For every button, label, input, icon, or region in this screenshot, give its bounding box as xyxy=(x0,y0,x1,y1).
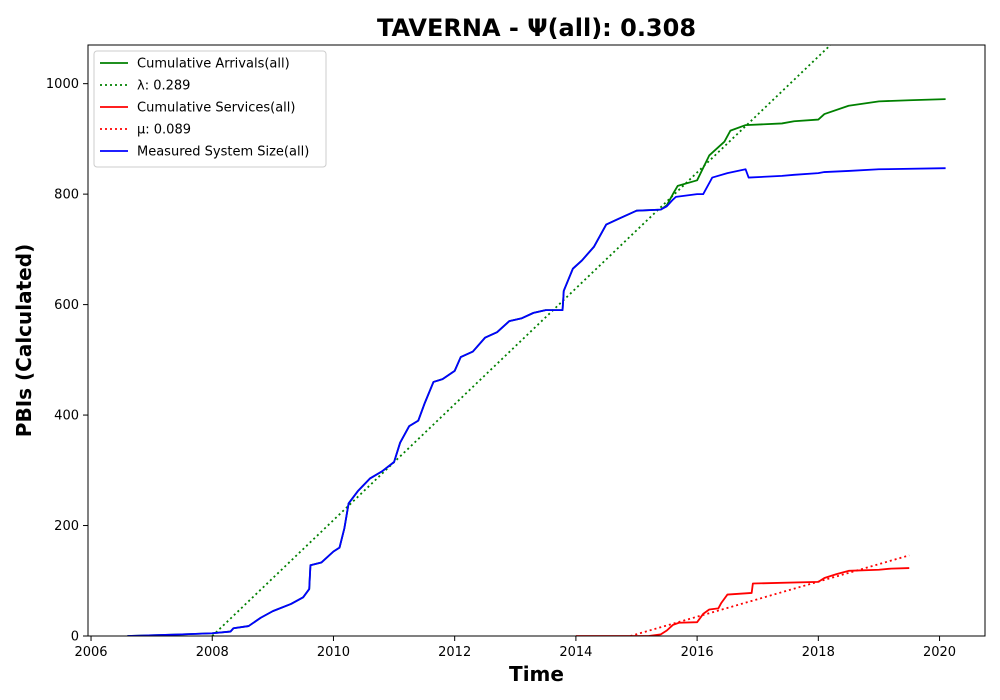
x-tick-label-7: 2020 xyxy=(923,645,956,660)
x-tick-label-4: 2014 xyxy=(559,645,592,660)
y-tick-label-5: 1000 xyxy=(46,77,79,92)
legend-entry-3: μ: 0.089 xyxy=(137,123,191,138)
x-axis: 2006 2008 2010 2012 2014 2016 2018 2020 xyxy=(74,636,956,660)
legend-entry-1: λ: 0.289 xyxy=(137,79,190,94)
plot-area-frame xyxy=(87,44,986,637)
legend-box xyxy=(93,50,327,168)
legend: Cumulative Arrivals(all) λ: 0.289 Cumulati… xyxy=(93,50,327,168)
legend-entry-2: Cumulative Services(all) xyxy=(137,101,295,116)
y-tick-label-0: 0 xyxy=(71,630,79,645)
series-line-4 xyxy=(127,167,946,636)
legend-entry-0: Cumulative Arrivals(all) xyxy=(137,57,290,72)
x-tick-label-2: 2010 xyxy=(317,645,350,660)
x-tick-label-0: 2006 xyxy=(74,645,107,660)
chart-title: TAVERNA - Ψ(all): 0.308 xyxy=(377,14,696,42)
x-tick-label-6: 2018 xyxy=(802,645,835,660)
x-tick-label-5: 2016 xyxy=(681,645,714,660)
legend-entry-4: Measured System Size(all) xyxy=(137,145,309,160)
y-axis-label: PBIs (Calculated) xyxy=(12,244,36,437)
y-tick-label-1: 200 xyxy=(54,519,79,534)
series-line-3 xyxy=(630,554,910,636)
series-line-2 xyxy=(575,567,910,636)
y-axis: 0 200 400 600 800 1000 xyxy=(46,77,88,645)
series-layer xyxy=(127,45,946,636)
x-tick-label-1: 2008 xyxy=(196,645,229,660)
y-tick-label-4: 800 xyxy=(54,188,79,203)
x-tick-label-3: 2012 xyxy=(438,645,471,660)
y-tick-label-3: 600 xyxy=(54,298,79,313)
x-axis-label: Time xyxy=(509,662,564,686)
y-tick-label-2: 400 xyxy=(54,409,79,424)
